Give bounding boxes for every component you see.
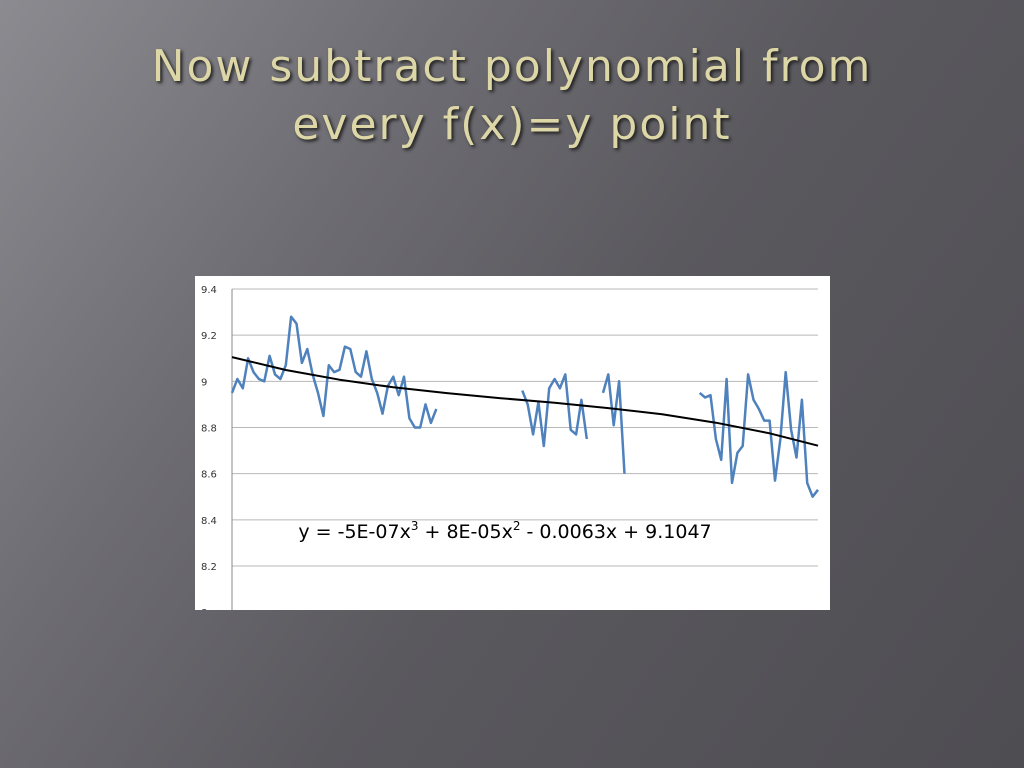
chart-background bbox=[195, 276, 830, 610]
chart: 8 8.2 8.4 8.6 8.8 9 9.2 9.4 y = -5E-07x3 + 8E-05… bbox=[195, 276, 830, 610]
data-line bbox=[230, 315, 819, 498]
y-tick-label: 8 bbox=[201, 608, 207, 610]
y-tick-label: 9.4 bbox=[201, 285, 217, 296]
equation-exponent: 3 bbox=[411, 519, 419, 533]
title-line: every f(x)=y point bbox=[292, 99, 732, 150]
y-tick-label: 9.2 bbox=[201, 331, 217, 342]
y-tick-label: 8.4 bbox=[201, 516, 217, 527]
equation-part: - 0.0063x + 9.1047 bbox=[520, 521, 711, 543]
y-tick-label: 9 bbox=[201, 377, 207, 388]
y-tick-label: 8.8 bbox=[201, 424, 217, 435]
equation-exponent: 2 bbox=[513, 519, 521, 533]
equation-part: + 8E-05x bbox=[418, 521, 512, 543]
y-tick-label: 8.6 bbox=[201, 470, 217, 481]
trendline-equation: y = -5E-07x3 + 8E-05x2 - 0.0063x + 9.104… bbox=[298, 519, 711, 543]
title-line: Now subtract polynomial from bbox=[151, 41, 873, 92]
equation-part: y = -5E-07x bbox=[298, 521, 410, 543]
slide-title: Now subtract polynomial from every f(x)=… bbox=[0, 38, 1024, 154]
trend-line bbox=[231, 356, 819, 447]
y-tick-label: 8.2 bbox=[201, 562, 217, 573]
